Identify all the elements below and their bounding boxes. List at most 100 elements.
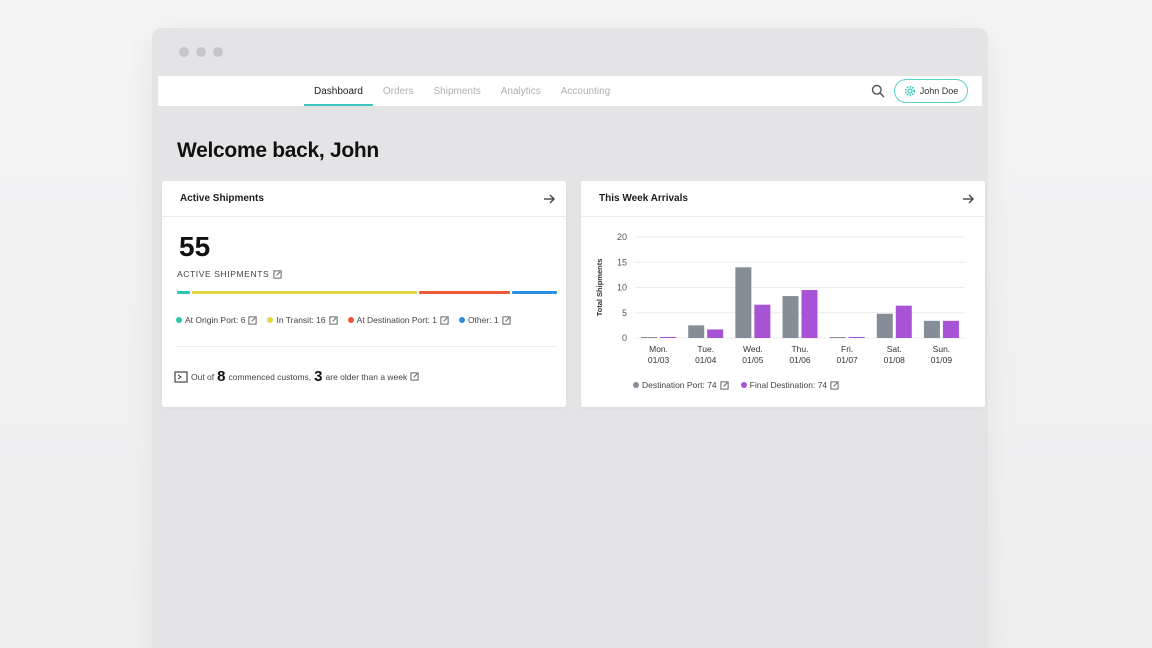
tab-orders[interactable]: Orders [382, 85, 414, 97]
customs-middle: commenced customs, [228, 371, 312, 382]
window-dot-3 [213, 47, 223, 57]
y-tick-label: 15 [617, 257, 627, 267]
x-tick-label-day: Sun. [933, 344, 951, 354]
bar-final-destination [801, 290, 818, 338]
legend-dot [633, 382, 639, 388]
chart-legend-label: Final Destination: 74 [749, 380, 828, 390]
chart-legend-item[interactable]: Final Destination: 74 [740, 380, 840, 390]
bar-destination-port [829, 337, 846, 338]
status-legend-label: At Destination Port: 1 [356, 315, 437, 325]
window-dot-2 [196, 47, 206, 57]
browser-window: Dashboard Orders Shipments Analytics Acc… [152, 28, 988, 648]
status-segment-1 [191, 291, 417, 294]
window-controls [179, 47, 223, 57]
chart-legend-item[interactable]: Destination Port: 74 [633, 380, 729, 390]
external-link-icon [273, 269, 282, 279]
x-tick-label-date: 01/03 [648, 355, 670, 365]
tab-accounting[interactable]: Accounting [560, 85, 611, 97]
status-legend-label: Other: 1 [467, 315, 499, 325]
bar-destination-port [641, 337, 658, 338]
top-navbar: Dashboard Orders Shipments Analytics Acc… [158, 76, 982, 106]
status-legend-item[interactable]: In Transit: 16 [267, 315, 338, 325]
card-title: This Week Arrivals [599, 193, 688, 204]
page-title: Welcome back, John [177, 139, 379, 162]
status-segment-0 [177, 291, 190, 294]
legend-dot [267, 317, 274, 323]
bar-final-destination [942, 320, 959, 338]
external-link-icon [329, 315, 338, 325]
tab-dashboard[interactable]: Dashboard [304, 76, 373, 106]
status-legend-item[interactable]: At Origin Port: 6 [176, 315, 258, 325]
x-tick-label-date: 01/08 [884, 355, 906, 365]
bar-destination-port [735, 267, 752, 338]
y-tick-label: 10 [617, 283, 627, 293]
customs-ticket-icon [174, 370, 188, 383]
x-tick-label-day: Fri. [841, 344, 853, 354]
active-shipments-label: ACTIVE SHIPMENTS [177, 269, 270, 279]
arrow-right-icon[interactable] [542, 192, 556, 206]
legend-dot [176, 317, 182, 323]
user-menu-button[interactable]: John Doe [894, 79, 968, 103]
tab-shipments[interactable]: Shipments [433, 85, 481, 97]
x-tick-label-day: Sat. [887, 344, 902, 354]
legend-dot [458, 317, 465, 323]
shipment-status-bar [177, 291, 557, 294]
this-week-arrivals-card: This Week Arrivals 0 5 10 15 20 Total Shipmen… [581, 181, 985, 407]
customs-total: 8 [217, 368, 226, 385]
x-tick-label-date: 01/06 [789, 355, 811, 365]
bar-destination-port [923, 320, 940, 338]
search-icon[interactable] [870, 83, 886, 99]
y-tick-label: 5 [622, 308, 627, 318]
bar-destination-port [876, 313, 893, 338]
bar-final-destination [848, 337, 865, 338]
x-tick-label-date: 01/07 [837, 355, 859, 365]
nav-tabs: Dashboard Orders Shipments Analytics Acc… [304, 76, 620, 106]
customs-suffix: are older than a week [325, 371, 408, 382]
window-dot-1 [179, 47, 189, 57]
external-link-icon [410, 372, 419, 381]
card-header: This Week Arrivals [581, 181, 985, 217]
legend-dot [347, 317, 354, 323]
legend-dot [740, 382, 747, 388]
status-legend-item[interactable]: Other: 1 [458, 315, 511, 325]
status-legend: At Origin Port: 6 In Transit: 16 At Destin… [176, 315, 511, 325]
customs-older-count: 3 [314, 368, 323, 385]
external-link-icon [720, 380, 729, 390]
status-legend-item[interactable]: At Destination Port: 1 [347, 315, 449, 325]
bar-destination-port [782, 296, 799, 338]
y-axis-label: Total Shipments [595, 259, 604, 317]
customs-summary[interactable]: Out of 8 commenced customs, 3 are older … [174, 368, 419, 385]
external-link-icon [248, 315, 258, 325]
x-tick-label-day: Mon. [649, 344, 668, 354]
x-tick-label-day: Thu. [791, 344, 808, 354]
active-shipments-link[interactable]: ACTIVE SHIPMENTS [177, 269, 282, 279]
gear-icon [904, 85, 915, 97]
customs-prefix: Out of [191, 371, 215, 382]
external-link-icon [502, 315, 511, 325]
bar-final-destination [660, 337, 677, 338]
card-title: Active Shipments [180, 193, 264, 204]
bar-final-destination [754, 304, 771, 338]
x-tick-label-day: Wed. [743, 344, 763, 354]
x-tick-label-date: 01/09 [931, 355, 953, 365]
chart-legend: Destination Port: 74 Final Destination: 7… [633, 380, 839, 390]
card-header: Active Shipments [162, 181, 566, 217]
x-tick-label-day: Tue. [697, 344, 714, 354]
arrow-right-icon[interactable] [961, 192, 975, 206]
status-legend-label: At Origin Port: 6 [185, 315, 246, 325]
user-name: John Doe [919, 86, 959, 96]
external-link-icon [440, 315, 449, 325]
status-segment-2 [418, 291, 510, 294]
status-legend-label: In Transit: 16 [276, 315, 326, 325]
bar-final-destination [895, 305, 912, 338]
y-tick-label: 0 [622, 333, 627, 343]
active-shipments-count: 55 [179, 231, 211, 262]
external-link-icon [830, 380, 839, 390]
tab-analytics[interactable]: Analytics [500, 85, 541, 97]
bar-final-destination [707, 329, 724, 338]
x-tick-label-date: 01/05 [742, 355, 764, 365]
status-segment-3 [511, 291, 557, 294]
chart-legend-label: Destination Port: 74 [642, 380, 717, 390]
x-tick-label-date: 01/04 [695, 355, 717, 365]
